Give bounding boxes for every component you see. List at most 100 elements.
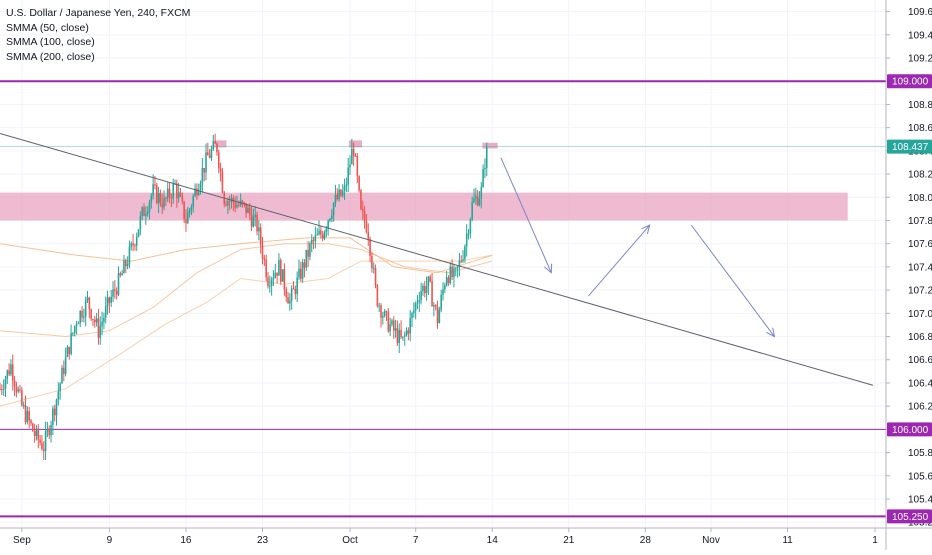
candle-body	[159, 193, 162, 204]
candle-body	[207, 152, 209, 156]
candle-body	[188, 209, 191, 213]
candle-body	[265, 259, 267, 278]
candle-body	[128, 246, 131, 265]
candle-body	[84, 300, 87, 317]
candle-body	[334, 194, 337, 203]
candle-body	[374, 268, 377, 286]
candle-body	[320, 230, 322, 235]
projection-arrow	[588, 224, 651, 297]
candle-body	[287, 297, 289, 304]
top-marker	[482, 142, 498, 149]
candle-body	[26, 411, 29, 423]
candle-body	[345, 184, 348, 187]
candle-body	[256, 214, 258, 232]
candle-body	[19, 389, 21, 391]
candle-body	[389, 324, 391, 332]
candle-body	[429, 276, 432, 282]
price-tick-label: 107.800	[908, 216, 932, 227]
candle-body	[70, 333, 72, 354]
candle-body	[30, 420, 32, 424]
price-tick-label: 108.000	[908, 193, 932, 204]
candle-body	[358, 176, 360, 191]
candle-body	[63, 367, 65, 374]
candle-body	[383, 311, 386, 316]
candle-body	[166, 188, 169, 199]
time-tick-label: 21	[563, 535, 575, 546]
candle-body	[462, 259, 464, 261]
candle-body	[2, 388, 5, 390]
candle-body	[475, 196, 477, 199]
drawings-layer	[0, 132, 874, 386]
candle-body	[371, 255, 373, 269]
candle-body	[431, 281, 433, 307]
candle-body	[88, 297, 91, 310]
candle-body	[400, 329, 402, 338]
candle-body	[176, 183, 178, 199]
legend-title: U.S. Dollar / Japanese Yen, 240, FXCM	[6, 7, 191, 19]
price-axis-background	[886, 0, 932, 550]
candle-body	[278, 260, 280, 276]
price-tick-label: 106.400	[908, 378, 932, 389]
candle-body	[216, 143, 218, 153]
candle-body	[418, 299, 421, 303]
candle-body	[279, 260, 282, 282]
price-tick-label: 109.200	[908, 54, 932, 65]
candle-body	[391, 320, 393, 325]
smma-line	[0, 254, 493, 407]
candle-body	[409, 318, 411, 334]
candle-body	[208, 155, 211, 158]
candle-body	[296, 277, 298, 295]
candle-body	[267, 277, 269, 287]
candle-body	[464, 246, 466, 260]
price-tick-label: 107.400	[908, 262, 932, 273]
candle-body	[205, 152, 207, 173]
candle-body	[123, 260, 125, 274]
candle-body	[64, 356, 67, 374]
candle-body	[15, 386, 18, 392]
candle-body	[13, 380, 16, 387]
candle-body	[183, 201, 185, 220]
candle-body	[354, 155, 357, 157]
projection-arrowhead	[766, 327, 776, 338]
time-axis-background	[0, 528, 932, 550]
candle-body	[321, 234, 324, 239]
price-tick-label: 106.600	[908, 355, 932, 366]
level-price-tag: 106.000	[892, 425, 929, 436]
candle-body	[92, 319, 94, 321]
candle-body	[77, 322, 80, 325]
candle-body	[349, 164, 351, 168]
candle-body	[471, 202, 473, 220]
candle-body	[28, 411, 30, 421]
candle-body	[250, 214, 253, 227]
candle-body	[157, 193, 160, 204]
candle-body	[382, 315, 384, 318]
price-tick-label: 106.200	[908, 402, 932, 413]
candle-body	[179, 192, 182, 197]
candle-body	[402, 336, 404, 338]
candle-body	[57, 391, 60, 400]
candle-body	[134, 245, 136, 247]
candle-body	[385, 311, 388, 313]
legend-smma-200: SMMA (200, close)	[6, 50, 95, 63]
candle-body	[114, 289, 116, 292]
candle-body	[33, 431, 36, 436]
candle-body	[436, 307, 439, 324]
smma-layer	[0, 237, 493, 407]
candle-body	[434, 305, 437, 308]
candle-body	[363, 211, 366, 222]
smma-line	[0, 237, 493, 274]
candle-body	[103, 317, 105, 322]
time-tick-label: 11	[782, 535, 793, 546]
candle-body	[330, 215, 333, 219]
candle-body	[449, 266, 452, 283]
level-price-tag-background	[887, 74, 932, 89]
candle-body	[39, 439, 41, 443]
time-tick-label: 28	[640, 535, 652, 546]
time-tick-label: Sep	[13, 535, 31, 546]
candle-body	[73, 326, 76, 333]
candle-body	[8, 370, 10, 375]
candle-body	[447, 277, 450, 283]
candle-body	[132, 243, 134, 246]
